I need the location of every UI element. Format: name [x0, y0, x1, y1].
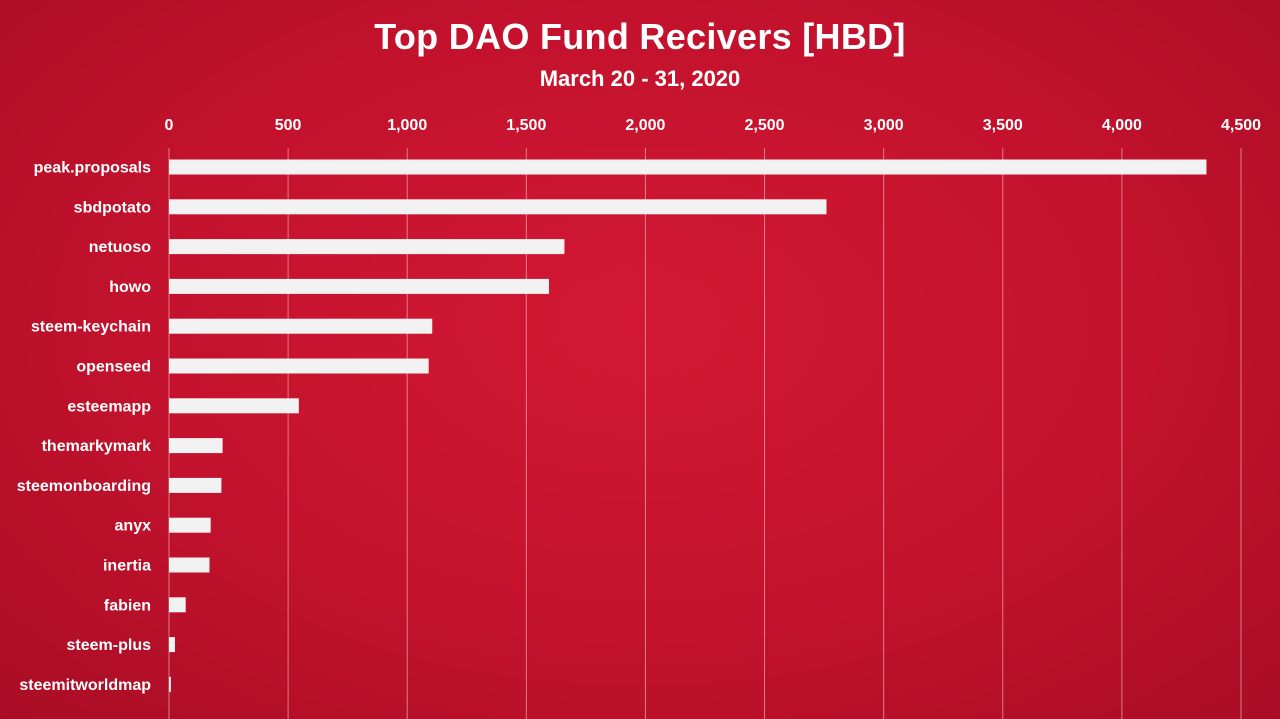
x-tick-label: 1,000 [387, 117, 427, 134]
category-label: esteemapp [67, 398, 151, 415]
category-label: steem-keychain [31, 319, 151, 336]
category-label: steemitworldmap [19, 677, 151, 694]
chart-title: Top DAO Fund Recivers [HBD] [374, 16, 906, 57]
category-label: peak.proposals [34, 160, 151, 177]
bar-sbdpotato [169, 199, 827, 215]
chart-subtitle: March 20 - 31, 2020 [539, 66, 741, 91]
bar-peak.proposals [169, 159, 1207, 175]
category-label: howo [109, 279, 151, 296]
bar-howo [169, 278, 549, 294]
x-tick-label: 4,500 [1221, 117, 1261, 134]
category-label: themarkymark [42, 438, 152, 455]
bar-fabien [169, 597, 186, 613]
x-tick-label: 4,000 [1102, 117, 1142, 134]
category-label: steem-plus [67, 637, 152, 654]
category-label: netuoso [89, 239, 151, 256]
x-tick-label: 2,500 [745, 117, 785, 134]
category-label: sbdpotato [74, 199, 152, 216]
bar-anyx [169, 517, 211, 533]
bar-themarkymark [169, 438, 223, 454]
bar-steem-plus [169, 637, 175, 653]
bar-steemonboarding [169, 477, 222, 493]
category-label: anyx [115, 518, 152, 535]
bar-steemitworldmap [169, 676, 171, 692]
category-label: openseed [76, 359, 151, 376]
x-tick-label: 2,000 [625, 117, 665, 134]
x-tick-label: 0 [165, 117, 174, 134]
bar-esteemapp [169, 398, 299, 414]
bar-openseed [169, 358, 429, 374]
category-label: steemonboarding [17, 478, 151, 495]
x-tick-label: 1,500 [506, 117, 546, 134]
x-tick-label: 500 [275, 117, 302, 134]
bar-netuoso [169, 239, 565, 255]
x-tick-label: 3,500 [983, 117, 1023, 134]
bar-steem-keychain [169, 318, 433, 334]
category-label: inertia [103, 558, 151, 575]
category-label: fabien [104, 597, 151, 614]
x-tick-label: 3,000 [864, 117, 904, 134]
bar-inertia [169, 557, 210, 573]
